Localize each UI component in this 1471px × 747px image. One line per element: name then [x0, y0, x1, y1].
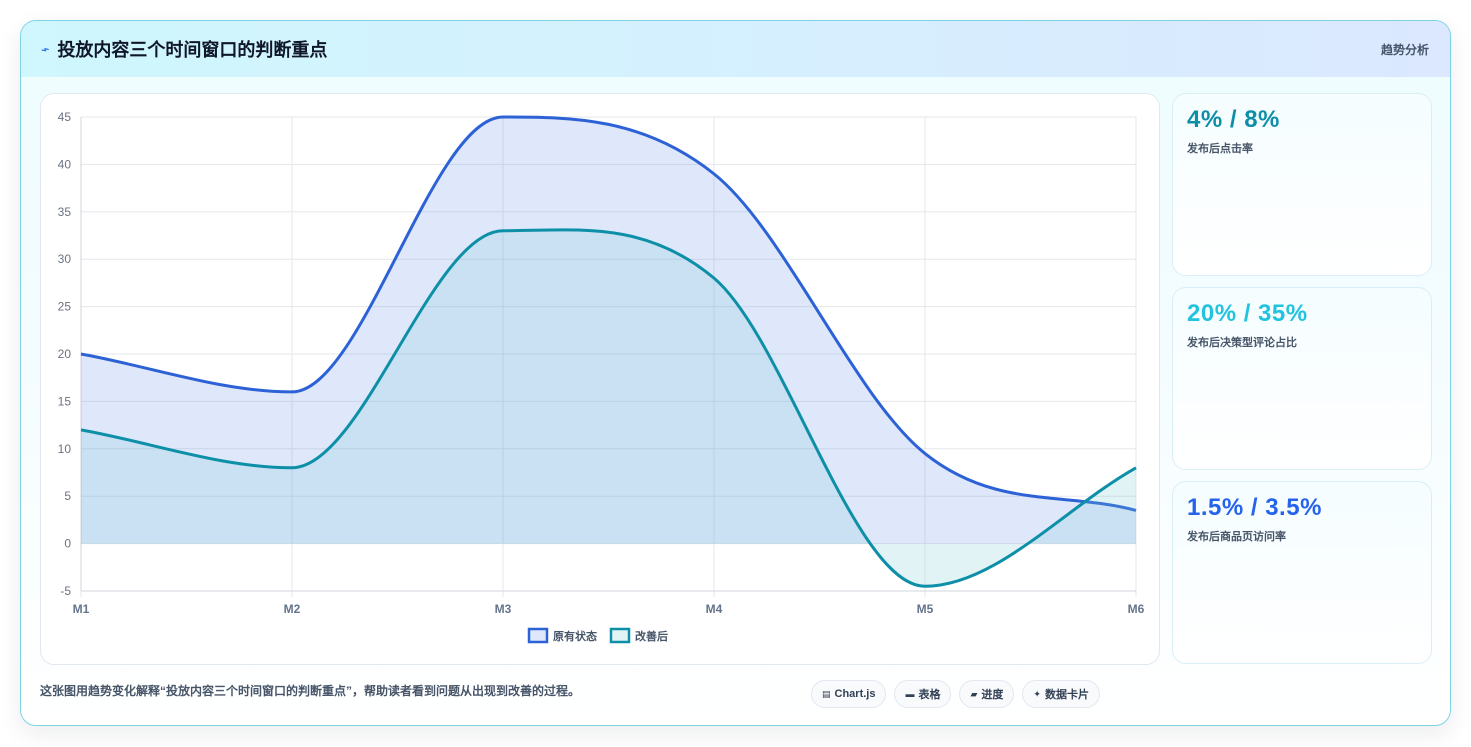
stat-card-comments: 20% / 35% 发布后决策型评论占比 — [1172, 287, 1432, 470]
header-tag: 趋势分析 — [1381, 41, 1429, 58]
chip-label: 数据卡片 — [1045, 686, 1089, 702]
x-tick-label: M4 — [706, 602, 723, 616]
x-tick-label: M1 — [73, 602, 90, 616]
y-tick-label: 5 — [64, 489, 71, 503]
card-title: 投放内容三个时间窗口的判断重点 — [57, 36, 327, 62]
y-tick-label: 35 — [58, 205, 72, 219]
y-tick-label: 15 — [58, 394, 72, 408]
stat-card-ctr: 4% / 8% 发布后点击率 — [1172, 93, 1432, 276]
chip-label: 表格 — [918, 686, 940, 702]
table-icon: ▬ — [905, 689, 914, 699]
stat-value: 4% / 8% — [1187, 106, 1417, 134]
y-tick-label: -5 — [60, 584, 71, 598]
y-tick-label: 10 — [58, 442, 72, 456]
card-header: ⌁ 投放内容三个时间窗口的判断重点 趋势分析 — [21, 21, 1450, 77]
chip-label: Chart.js — [835, 688, 876, 700]
legend-swatch — [529, 629, 547, 642]
chip-progress[interactable]: ▰ 进度 — [959, 680, 1014, 708]
sparkle-icon: ✦ — [1033, 689, 1041, 700]
tech-chips: ▤ Chart.js ▬ 表格 ▰ 进度 ✦ 数据卡片 — [811, 680, 1100, 708]
legend-label: 原有状态 — [553, 629, 597, 643]
y-tick-label: 25 — [58, 300, 72, 314]
chip-label: 进度 — [981, 686, 1003, 702]
chart-icon: ▤ — [822, 689, 831, 700]
stat-label: 发布后点击率 — [1187, 140, 1417, 156]
y-tick-label: 45 — [58, 110, 72, 124]
x-tick-label: M6 — [1128, 602, 1145, 616]
y-tick-label: 40 — [58, 157, 72, 171]
chart-panel: -5 0 5 10 15 20 25 30 35 40 45 M1 M2 M3 M4 M5 M6 原有状态 改善后 — [40, 93, 1160, 665]
stat-value: 1.5% / 3.5% — [1187, 494, 1417, 522]
x-tick-label: M5 — [917, 602, 934, 616]
y-tick-label: 0 — [64, 537, 71, 551]
stat-label: 发布后商品页访问率 — [1187, 528, 1417, 544]
chip-chartjs[interactable]: ▤ Chart.js — [811, 680, 886, 708]
progress-icon: ▰ — [970, 689, 977, 700]
x-tick-label: M2 — [284, 602, 301, 616]
legend-label: 改善后 — [635, 629, 668, 643]
line-chart: -5 0 5 10 15 20 25 30 35 40 45 M1 M2 M3 M4 M5 M6 原有状态 改善后 — [41, 94, 1161, 666]
chip-data-cards[interactable]: ✦ 数据卡片 — [1022, 680, 1100, 708]
footer-note: 这张图用趋势变化解释“投放内容三个时间窗口的判断重点”，帮助读者看到问题从出现到… — [40, 682, 580, 699]
x-tick-label: M3 — [495, 602, 512, 616]
y-tick-label: 30 — [58, 252, 72, 266]
chip-table[interactable]: ▬ 表格 — [894, 680, 951, 708]
chart-card: ⌁ 投放内容三个时间窗口的判断重点 趋势分析 -5 0 5 10 15 20 25 30 35 4… — [20, 20, 1451, 726]
chart-trend-icon: ⌁ — [38, 40, 52, 59]
stat-card-visits: 1.5% / 3.5% 发布后商品页访问率 — [1172, 481, 1432, 664]
stat-label: 发布后决策型评论占比 — [1187, 334, 1417, 350]
stat-value: 20% / 35% — [1187, 300, 1417, 328]
legend-swatch — [611, 629, 629, 642]
y-tick-label: 20 — [58, 347, 72, 361]
